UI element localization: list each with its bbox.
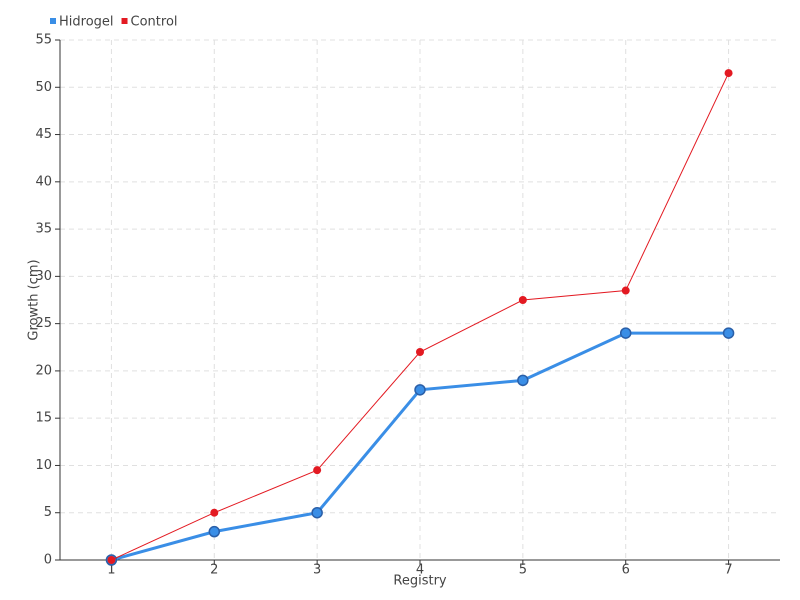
y-tick-label: 10 (35, 458, 52, 473)
data-point (313, 466, 322, 475)
y-tick-label: 0 (44, 553, 52, 568)
x-tick-label: 3 (313, 563, 321, 578)
data-point (621, 286, 630, 295)
x-tick-label: 6 (622, 563, 630, 578)
y-tick-label: 45 (35, 127, 52, 142)
data-point (416, 348, 424, 356)
legend-label: Hidrogel (59, 15, 114, 30)
x-tick-label: 4 (416, 563, 424, 578)
data-point (414, 384, 426, 396)
legend-swatch (121, 18, 128, 24)
data-point (722, 327, 735, 339)
x-axis-label: Registry (393, 574, 447, 589)
y-axis-label: Growth (cm) (27, 259, 42, 340)
data-point (208, 525, 221, 538)
legend-swatch (50, 18, 56, 24)
y-tick-label: 25 (35, 316, 52, 331)
x-tick-label: 5 (519, 563, 527, 578)
data-point (518, 296, 527, 304)
y-tick-label: 20 (35, 363, 52, 378)
series-line (111, 72, 730, 561)
data-point (107, 556, 116, 564)
x-tick-label: 1 (107, 563, 115, 578)
y-tick-label: 35 (35, 222, 52, 237)
y-tick-label: 50 (35, 80, 52, 95)
legend-label: Control (131, 15, 178, 30)
data-point (210, 508, 219, 517)
data-point (619, 327, 632, 339)
y-tick-label: 30 (35, 269, 52, 284)
y-tick-label: 55 (35, 33, 52, 48)
x-tick-label: 7 (724, 563, 732, 578)
y-tick-label: 5 (44, 505, 52, 520)
data-point (517, 374, 529, 387)
data-point (311, 506, 323, 519)
x-tick-label: 2 (210, 563, 218, 578)
y-tick-label: 40 (35, 174, 52, 189)
data-point (724, 69, 733, 78)
y-tick-label: 15 (35, 411, 52, 426)
